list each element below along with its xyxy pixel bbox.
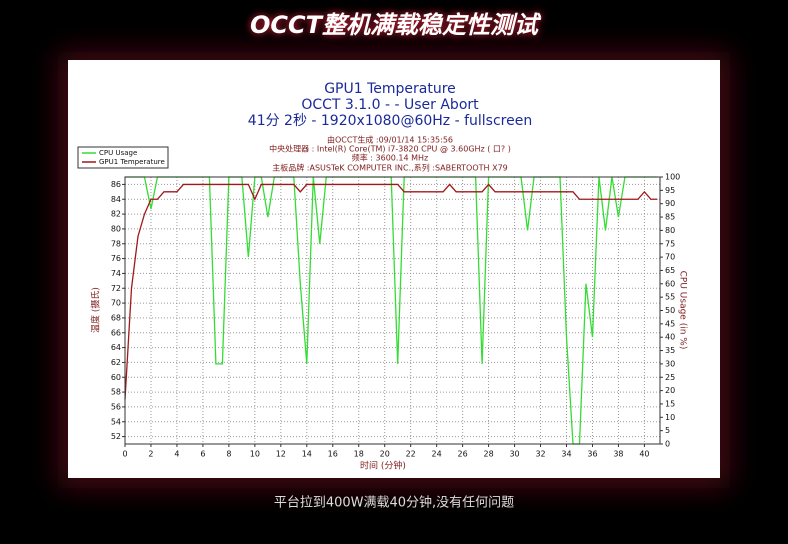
x-tick-label: 0 xyxy=(122,450,127,459)
title-glow: OCCT整机满载稳定性测试 xyxy=(250,11,542,39)
y-tick-label: 78 xyxy=(111,239,121,248)
y2-tick-label: 25 xyxy=(665,373,675,382)
legend-label: GPU1 Temperature xyxy=(99,158,165,166)
x-tick-label: 4 xyxy=(174,450,179,459)
x-tick-label: 28 xyxy=(483,450,493,459)
y2-tick-label: 60 xyxy=(665,279,675,288)
y-tick-label: 74 xyxy=(111,269,121,278)
y-tick-label: 70 xyxy=(111,299,121,308)
y2-tick-label: 85 xyxy=(665,213,675,222)
y2-tick-label: 40 xyxy=(665,333,675,342)
series-line xyxy=(124,183,658,400)
x-tick-label: 40 xyxy=(639,450,649,459)
x-tick-label: 8 xyxy=(226,450,231,459)
x-tick-label: 24 xyxy=(432,450,442,459)
y2-tick-label: 45 xyxy=(665,319,675,328)
x-tick-label: 14 xyxy=(302,450,312,459)
y-tick-label: 64 xyxy=(111,343,121,352)
y-tick-label: 66 xyxy=(111,328,121,337)
y2-tick-label: 65 xyxy=(665,266,675,275)
y-tick-label: 62 xyxy=(111,358,121,367)
y2-tick-label: 90 xyxy=(665,199,675,208)
y2-axis-title: CPU Usage (in %) xyxy=(678,271,688,350)
info-line: 由OCCT生成 :09/01/14 15:35:56 xyxy=(327,135,453,145)
chart-subtitle: OCCT 3.1.0 - - User Abort xyxy=(301,97,479,113)
x-tick-label: 30 xyxy=(509,450,519,459)
x-tick-label: 26 xyxy=(458,450,468,459)
y-axis-title: 温度 (摄氏) xyxy=(90,287,102,333)
y-tick-label: 80 xyxy=(111,224,121,233)
x-tick-label: 32 xyxy=(535,450,545,459)
y2-tick-label: 5 xyxy=(665,426,670,435)
x-axis-title: 时间 (分钟) xyxy=(360,460,406,472)
y2-tick-label: 70 xyxy=(665,253,675,262)
y2-tick-label: 95 xyxy=(665,186,675,195)
y2-tick-label: 35 xyxy=(665,346,675,355)
y2-tick-label: 55 xyxy=(665,293,675,302)
page-title: OCCT整机满载稳定性测试 xyxy=(250,11,542,39)
x-tick-label: 10 xyxy=(250,450,260,459)
y2-tick-label: 80 xyxy=(665,226,675,235)
caption: 平台拉到400W满载40分钟,没有任何问题 xyxy=(274,495,514,511)
y-tick-label: 84 xyxy=(111,195,121,204)
legend-label: CPU Usage xyxy=(99,149,137,157)
y2-tick-label: 75 xyxy=(665,239,675,248)
y-tick-label: 52 xyxy=(111,432,121,441)
y-tick-label: 58 xyxy=(111,388,121,397)
y2-tick-label: 50 xyxy=(665,306,675,315)
y-tick-label: 86 xyxy=(111,180,121,189)
x-tick-label: 22 xyxy=(406,450,416,459)
plot-frame xyxy=(124,176,661,445)
y2-tick-label: 10 xyxy=(665,413,675,422)
y-tick-label: 72 xyxy=(111,284,121,293)
legend-box xyxy=(77,146,169,169)
x-tick-label: 18 xyxy=(354,450,364,459)
y2-tick-label: 20 xyxy=(665,386,675,395)
y-tick-label: 68 xyxy=(111,313,121,322)
x-tick-label: 34 xyxy=(561,450,571,459)
y2-tick-label: 15 xyxy=(665,399,675,408)
x-tick-label: 6 xyxy=(200,450,205,459)
y2-tick-label: 100 xyxy=(665,173,680,182)
info-line: 中央处理器 : Intel(R) Core(TM) i7-3820 CPU @ … xyxy=(269,144,511,154)
y2-tick-label: 0 xyxy=(665,440,670,449)
y-tick-label: 76 xyxy=(111,254,121,263)
x-tick-label: 2 xyxy=(148,450,153,459)
y-tick-label: 60 xyxy=(111,373,121,382)
x-tick-label: 38 xyxy=(613,450,623,459)
y-tick-label: 54 xyxy=(111,417,121,426)
chart-subtitle: 41分 2秒 - 1920x1080@60Hz - fullscreen xyxy=(248,113,532,129)
x-tick-label: 36 xyxy=(587,450,597,459)
y-tick-label: 82 xyxy=(111,210,121,219)
x-tick-label: 16 xyxy=(328,450,338,459)
x-tick-label: 12 xyxy=(276,450,286,459)
info-line: 频率 : 3600.14 MHz xyxy=(352,153,429,163)
info-line: 主板品牌 :ASUSTeK COMPUTER INC.,系列 :SABERTOO… xyxy=(272,163,508,173)
chart-title: GPU1 Temperature xyxy=(324,81,456,97)
y2-tick-label: 30 xyxy=(665,359,675,368)
y-tick-label: 56 xyxy=(111,402,121,411)
x-tick-label: 20 xyxy=(380,450,390,459)
